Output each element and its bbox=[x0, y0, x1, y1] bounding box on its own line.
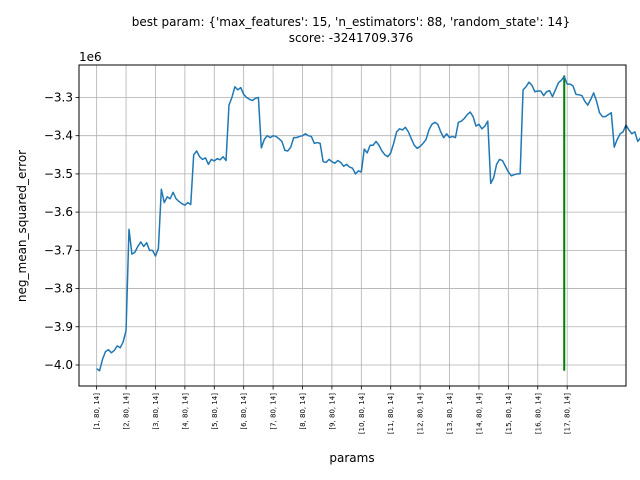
series-line bbox=[96, 75, 640, 372]
x-axis-label: params bbox=[329, 451, 374, 465]
x-tick-label: [1, 80, 14] bbox=[93, 393, 101, 430]
series-layer bbox=[96, 75, 640, 372]
chart-title: best param: {'max_features': 15, 'n_esti… bbox=[132, 15, 571, 29]
y-tick-label: −3.8 bbox=[44, 282, 73, 296]
x-tick-label: [16, 80, 14] bbox=[534, 393, 542, 434]
y-tick-label: −3.3 bbox=[44, 90, 73, 104]
x-tick-label: [9, 80, 14] bbox=[328, 393, 336, 430]
x-tick-label: [10, 80, 14] bbox=[358, 393, 366, 434]
y-axis-offset-text: 1e6 bbox=[79, 50, 102, 64]
x-tick-label: [5, 80, 14] bbox=[211, 393, 219, 430]
x-tick-label: [6, 80, 14] bbox=[240, 393, 248, 430]
y-tick-label: −3.7 bbox=[44, 243, 73, 257]
x-tick-label: [4, 80, 14] bbox=[181, 393, 189, 430]
x-tick-label: [14, 80, 14] bbox=[475, 393, 483, 434]
x-tick-label: [7, 80, 14] bbox=[270, 393, 278, 430]
chart-subtitle: score: -3241709.376 bbox=[289, 31, 414, 45]
y-tick-label: −3.4 bbox=[44, 129, 73, 143]
x-tick-label: [3, 80, 14] bbox=[152, 393, 160, 430]
x-tick-label: [12, 80, 14] bbox=[417, 393, 425, 434]
y-tick-label: −3.5 bbox=[44, 167, 73, 181]
x-tick-label: [17, 80, 14] bbox=[564, 393, 572, 434]
y-axis-label: neg_mean_squared_error bbox=[15, 150, 29, 302]
plot-area-frame bbox=[78, 64, 627, 387]
y-tick-label: −3.9 bbox=[44, 320, 73, 334]
x-tick-label: [2, 80, 14] bbox=[123, 393, 131, 430]
x-tick-label: [15, 80, 14] bbox=[505, 393, 513, 434]
x-tick-label: [11, 80, 14] bbox=[387, 393, 395, 434]
x-tick-label: [8, 80, 14] bbox=[299, 393, 307, 430]
grid-lines bbox=[79, 65, 626, 386]
x-axis-ticks: [1, 80, 14] [2, 80, 14] [3, 80, 14] [4, 80,… bbox=[93, 386, 572, 434]
y-axis-ticks: −4.0 −3.9 −3.8 −3.7 −3.6 −3.5 −3.4 −3.3 bbox=[44, 90, 79, 372]
y-tick-label: −4.0 bbox=[44, 358, 73, 372]
x-tick-label: [13, 80, 14] bbox=[446, 393, 454, 434]
chart-title-block: best param: {'max_features': 15, 'n_esti… bbox=[132, 15, 571, 45]
y-tick-label: −3.6 bbox=[44, 205, 73, 219]
